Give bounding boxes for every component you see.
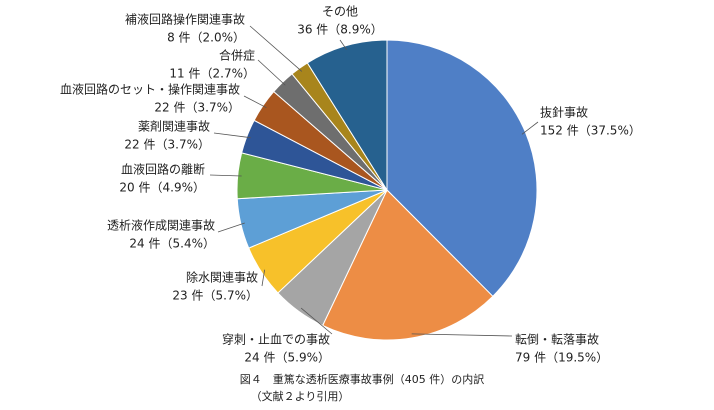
leader-line [521,121,539,135]
leader-line [300,307,333,335]
value-label: 24 件（5.9%） [244,351,330,365]
slice-label: その他 [322,5,358,19]
leader-line [249,25,303,72]
caption: 図４ 重篤な透析医療事故事例（405 件）の内訳 [240,372,485,386]
source: （文献２より引用） [251,389,350,403]
value-label: 11 件（2.7%） [169,67,255,81]
value-label: 22 件（3.7%） [124,138,210,152]
leader-line [257,59,286,86]
leader-line [261,269,266,287]
slice-label: 抜針事故 [540,105,588,120]
value-label: 79 件（19.5%） [515,351,608,365]
leader-line [243,95,267,109]
value-label: 8 件（2.0%） [167,31,245,45]
slice-label: 血液回路の離断 [121,162,205,177]
pie-slice [321,189,494,341]
value-label: 36 件（8.9%） [297,23,383,37]
leader-line [213,132,251,139]
value-label: 24 件（5.4%） [129,237,215,251]
pie-slice [306,39,388,192]
value-label: 23 件（5.7%） [172,289,258,303]
slice-label: 補液回路操作関連事故 [125,12,245,27]
slice-label: 穿刺・止血での事故 [222,332,330,347]
slice-label: 透析液作成関連事故 [107,218,215,233]
slice-label: 合併症 [219,48,255,63]
value-label: 152 件（37.5%） [540,124,641,138]
leader-line [209,174,242,177]
leader-line [411,333,513,337]
leader-line [217,222,245,233]
slice-label: 除水関連事故 [186,270,258,285]
slice-label: 転倒・転落事故 [515,332,599,347]
slice-label: 血液回路のセット・操作関連事故 [60,82,240,97]
leader-line [339,39,347,50]
value-label: 22 件（3.7%） [154,101,240,115]
pie-slice [386,39,538,298]
slice-label: 薬剤関連事故 [138,119,210,134]
value-label: 20 件（4.9%） [119,181,205,195]
